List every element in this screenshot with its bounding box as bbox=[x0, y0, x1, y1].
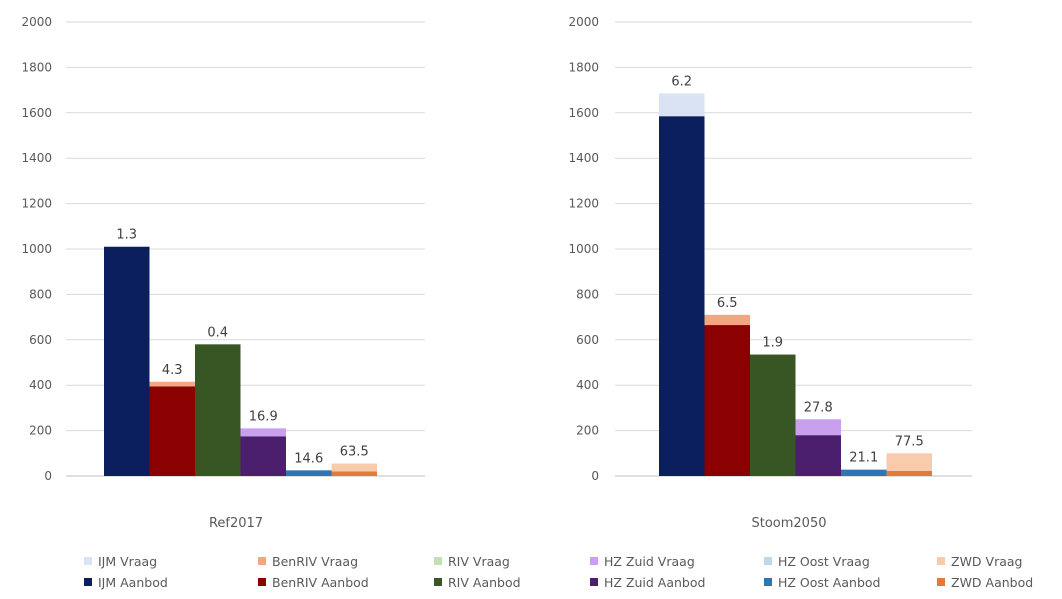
legend-swatch-zwd-vraag bbox=[937, 557, 945, 565]
chart-panel-ref2017: 0 200 400 600 800 1000 1200 1400 1600 1800 2000 1.3… bbox=[21, 15, 425, 531]
bar-benriv-vraag bbox=[704, 314, 750, 326]
legend-swatch-hz-oost-vraag bbox=[764, 557, 772, 565]
bar-ijm-aanbod bbox=[659, 116, 705, 476]
legend-label-ijm-aanbod: IJM Aanbod bbox=[98, 575, 168, 590]
bar-hz-zuid-aanbod bbox=[240, 436, 286, 476]
y-tick-label: 600 bbox=[29, 333, 52, 347]
y-tick-label: 800 bbox=[576, 287, 599, 301]
chart-panel-stoom2050: 0 200 400 600 800 1000 1200 1400 1600 1800 2000 6.2… bbox=[568, 15, 972, 531]
bar-benriv-aanbod bbox=[704, 325, 750, 476]
legend-label-riv-aanbod: RIV Aanbod bbox=[448, 575, 521, 590]
legend-label-hz-zuid-aanbod: HZ Zuid Aanbod bbox=[604, 575, 705, 590]
data-label: 1.3 bbox=[116, 228, 137, 243]
y-tick-label: 1600 bbox=[21, 106, 52, 120]
bar-zwd-vraag bbox=[331, 463, 377, 472]
y-tick-label: 400 bbox=[29, 378, 52, 392]
legend-label-benriv-aanbod: BenRIV Aanbod bbox=[272, 575, 369, 590]
y-tick-label: 0 bbox=[591, 469, 599, 483]
y-tick-label: 1800 bbox=[21, 60, 52, 74]
data-label: 21.1 bbox=[849, 451, 878, 466]
y-tick-label: 2000 bbox=[21, 15, 52, 29]
legend-label-zwd-aanbod: ZWD Aanbod bbox=[951, 575, 1033, 590]
legend-label-hz-oost-vraag: HZ Oost Vraag bbox=[778, 554, 870, 569]
y-tick-label: 1400 bbox=[568, 151, 599, 165]
legend-label-riv-vraag: RIV Vraag bbox=[448, 554, 510, 569]
legend-swatch-benriv-aanbod bbox=[258, 578, 266, 586]
y-tick-label: 1600 bbox=[568, 106, 599, 120]
legend-swatch-ijm-aanbod bbox=[84, 578, 92, 586]
legend-label-hz-zuid-vraag: HZ Zuid Vraag bbox=[604, 554, 695, 569]
legend-swatch-hz-zuid-aanbod bbox=[590, 578, 598, 586]
y-tick-label: 400 bbox=[576, 378, 599, 392]
legend-swatch-riv-vraag bbox=[434, 557, 442, 565]
y-tick-label: 800 bbox=[29, 287, 52, 301]
bar-riv-aanbod bbox=[750, 354, 796, 476]
legend-label-benriv-vraag: BenRIV Vraag bbox=[272, 554, 358, 569]
data-label: 0.4 bbox=[207, 325, 228, 340]
bar-ijm-vraag bbox=[659, 93, 705, 117]
legend-swatch-ijm-vraag bbox=[84, 557, 92, 565]
legend-swatch-riv-aanbod bbox=[434, 578, 442, 586]
y-tick-label: 600 bbox=[576, 333, 599, 347]
bar-zwd-aanbod bbox=[331, 471, 377, 476]
bar-hz-oost-aanbod bbox=[286, 470, 332, 476]
bar-hz-zuid-vraag bbox=[795, 419, 841, 436]
y-tick-label: 2000 bbox=[568, 15, 599, 29]
bar-benriv-vraag bbox=[149, 381, 195, 387]
category-label: Stoom2050 bbox=[751, 516, 826, 531]
bar-hz-zuid-aanbod bbox=[795, 435, 841, 476]
data-label: 14.6 bbox=[294, 451, 323, 466]
legend: IJM Vraag BenRIV Vraag RIV Vraag HZ Zuid Vr… bbox=[84, 554, 1033, 590]
legend-swatch-hz-oost-aanbod bbox=[764, 578, 772, 586]
legend-label-ijm-vraag: IJM Vraag bbox=[98, 554, 157, 569]
y-tick-label: 200 bbox=[29, 424, 52, 438]
data-label: 6.2 bbox=[671, 75, 692, 90]
data-label: 77.5 bbox=[895, 434, 924, 449]
data-label: 63.5 bbox=[340, 445, 369, 460]
y-tick-label: 1200 bbox=[21, 197, 52, 211]
legend-swatch-zwd-aanbod bbox=[937, 578, 945, 586]
bar-benriv-aanbod bbox=[149, 386, 195, 476]
y-tick-label: 1200 bbox=[568, 197, 599, 211]
y-tick-label: 0 bbox=[44, 469, 52, 483]
bar-zwd-vraag bbox=[886, 453, 932, 472]
legend-label-zwd-vraag: ZWD Vraag bbox=[951, 554, 1022, 569]
y-tick-label: 1000 bbox=[568, 242, 599, 256]
category-label: Ref2017 bbox=[209, 516, 263, 531]
y-tick-label: 1000 bbox=[21, 242, 52, 256]
bar-zwd-aanbod bbox=[886, 471, 932, 476]
data-label: 27.8 bbox=[804, 400, 833, 415]
legend-swatch-benriv-vraag bbox=[258, 557, 266, 565]
bar-ijm-aanbod bbox=[104, 246, 150, 476]
data-label: 16.9 bbox=[249, 409, 278, 424]
y-tick-label: 1400 bbox=[21, 151, 52, 165]
data-label: 6.5 bbox=[717, 296, 738, 311]
y-tick-label: 200 bbox=[576, 424, 599, 438]
legend-label-hz-oost-aanbod: HZ Oost Aanbod bbox=[778, 575, 880, 590]
data-label: 4.3 bbox=[162, 363, 183, 378]
legend-swatch-hz-zuid-vraag bbox=[590, 557, 598, 565]
y-tick-label: 1800 bbox=[568, 60, 599, 74]
bar-hz-oost-aanbod bbox=[841, 469, 887, 476]
bar-riv-aanbod bbox=[195, 344, 241, 476]
bar-hz-zuid-vraag bbox=[240, 428, 286, 437]
data-label: 1.9 bbox=[762, 336, 783, 351]
